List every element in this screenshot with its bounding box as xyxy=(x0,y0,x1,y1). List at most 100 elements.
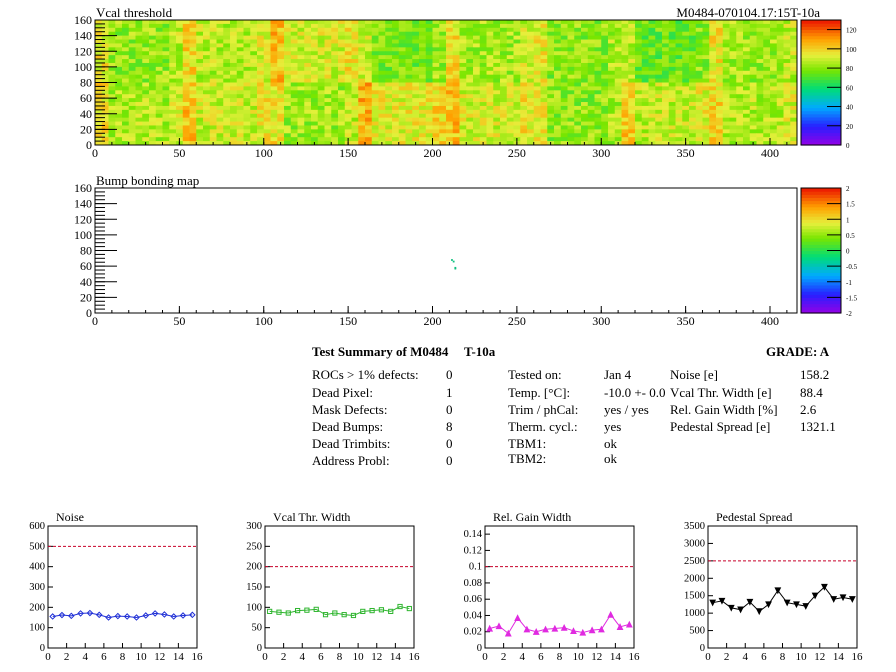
y-tick-label: 40 xyxy=(80,275,92,289)
vcal-cell xyxy=(689,43,697,48)
vcal-cell xyxy=(601,47,609,52)
vcal-cell xyxy=(533,129,541,134)
vcal-cell xyxy=(311,62,319,68)
vcal-cell xyxy=(290,137,298,142)
vcal-cell xyxy=(621,105,629,111)
vcal-cell xyxy=(689,129,697,134)
vcal-cell xyxy=(621,113,629,119)
vcal-cell xyxy=(655,141,663,146)
vcal-cell xyxy=(587,78,595,83)
vcal-cell xyxy=(675,70,683,76)
vcal-cell xyxy=(479,105,487,111)
scale-tick-label: -1.5 xyxy=(846,294,858,302)
vcal-cell xyxy=(770,113,778,119)
vcal-cell xyxy=(304,129,312,134)
vcal-cell xyxy=(439,141,447,146)
vcal-cell xyxy=(736,43,744,48)
vcal-cell xyxy=(284,43,292,48)
vcal-cell xyxy=(344,70,352,76)
vcal-cell xyxy=(709,117,717,122)
vcal-cell xyxy=(540,129,548,134)
vcal-cell xyxy=(419,82,427,87)
scale-band xyxy=(801,45,841,49)
vcal-cell xyxy=(655,133,663,138)
vcal-cell xyxy=(338,141,346,146)
vcal-cell xyxy=(500,117,508,122)
vcal-cell xyxy=(365,137,373,142)
vcal-cell xyxy=(527,109,535,115)
vcal-cell xyxy=(176,117,184,122)
vcal-cell xyxy=(743,86,751,91)
vcal-cell xyxy=(655,117,663,122)
vcal-cell xyxy=(702,70,710,76)
vcal-cell xyxy=(250,113,258,119)
bump-hit xyxy=(451,259,453,261)
vcal-cell xyxy=(628,31,636,37)
vcal-cell xyxy=(756,98,764,103)
vcal-cell xyxy=(567,125,575,130)
vcal-cell xyxy=(749,47,757,52)
vcal-cell xyxy=(513,117,521,122)
vcal-cell xyxy=(682,55,690,60)
vcal-cell xyxy=(574,31,582,37)
vcal-cell xyxy=(520,82,528,87)
scale-band xyxy=(801,29,841,34)
vcal-cell xyxy=(722,43,730,48)
vcal-cell xyxy=(756,94,764,99)
vcal-cell xyxy=(689,74,697,79)
vcal-cell xyxy=(527,137,535,142)
vcal-cell xyxy=(250,133,258,138)
vcal-cell xyxy=(763,90,771,95)
vcal-cell xyxy=(209,47,217,52)
vcal-cell xyxy=(311,121,319,126)
vcal-cell xyxy=(122,20,130,25)
vcal-cell xyxy=(540,78,548,83)
vcal-cell xyxy=(716,98,724,103)
vcal-cell xyxy=(736,121,744,126)
vcal-cell xyxy=(236,82,244,87)
vcal-cell xyxy=(675,121,683,126)
vcal-cell xyxy=(682,70,690,76)
vcal-cell xyxy=(648,43,656,48)
vcal-cell xyxy=(419,133,427,138)
vcal-cell xyxy=(270,47,278,52)
vcal-cell xyxy=(263,117,271,122)
vcal-cell xyxy=(722,129,730,134)
vcal-cell xyxy=(378,20,386,25)
vcal-cell xyxy=(398,23,406,29)
vcal-cell xyxy=(351,20,359,25)
vcal-cell xyxy=(95,109,103,115)
vcal-cell xyxy=(203,23,211,29)
vcal-cell xyxy=(297,62,305,68)
vcal-cell xyxy=(263,70,271,76)
vcal-cell xyxy=(216,31,224,37)
vcal-cell xyxy=(614,102,622,107)
vcal-cell xyxy=(230,47,238,52)
vcal-cell xyxy=(446,109,454,115)
y-tick-label: 0.06 xyxy=(464,594,482,605)
vcal-cell xyxy=(250,94,258,99)
vcal-cell xyxy=(169,121,177,126)
vcal-cell xyxy=(344,121,352,126)
vcal-cell xyxy=(324,102,332,107)
result-value: 158.2 xyxy=(800,367,830,382)
vcal-cell xyxy=(479,121,487,126)
vcal-cell xyxy=(311,113,319,119)
vcal-cell xyxy=(182,98,190,103)
vcal-cell xyxy=(709,62,717,68)
vcal-cell xyxy=(466,23,474,29)
vcal-cell xyxy=(128,59,136,64)
vcal-cell xyxy=(425,102,433,107)
vcal-cell xyxy=(425,51,433,56)
vcal-cell xyxy=(790,137,798,142)
y-tick-label: 0.12 xyxy=(464,545,482,556)
vcal-cell xyxy=(729,117,737,122)
vcal-cell xyxy=(338,121,346,126)
vcal-cell xyxy=(412,51,420,56)
x-tick-label: 4 xyxy=(743,651,749,663)
vcal-cell xyxy=(702,23,710,29)
vcal-cell xyxy=(284,129,292,134)
vcal-cell xyxy=(432,62,440,68)
vcal-cell xyxy=(783,133,791,138)
vcal-cell xyxy=(695,39,703,44)
